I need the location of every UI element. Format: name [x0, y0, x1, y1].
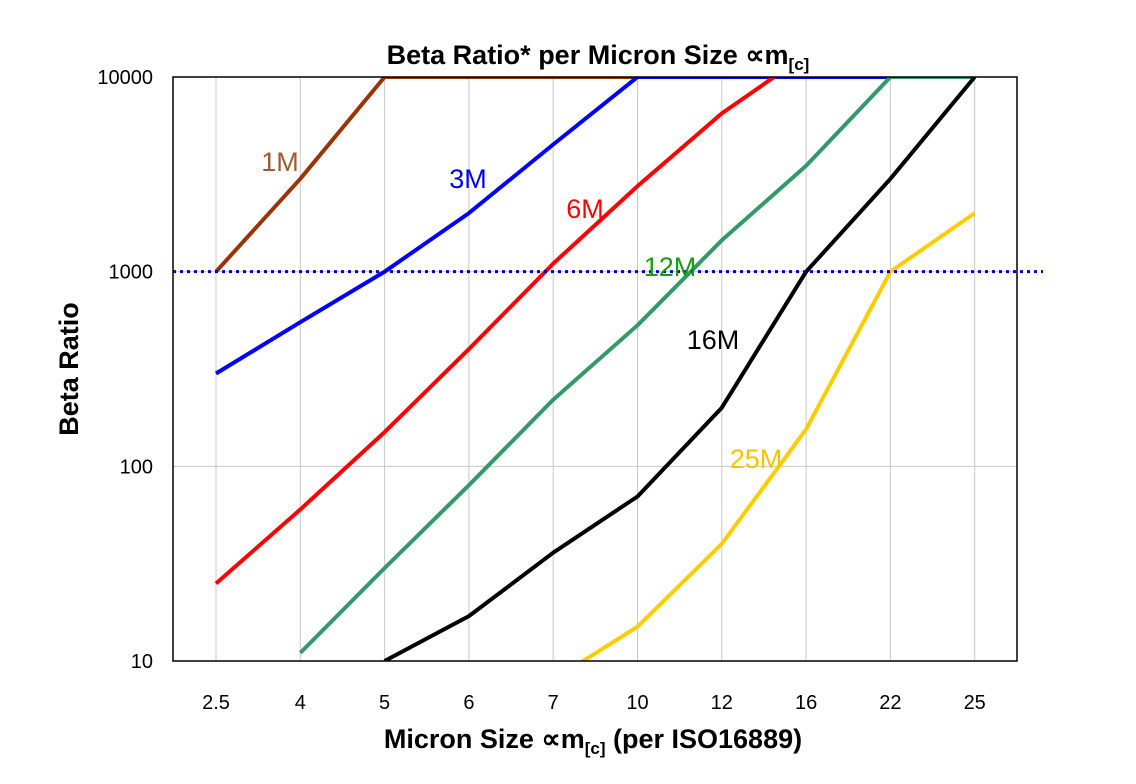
x-tick-label: 22: [879, 692, 901, 714]
x-tick-label: 5: [379, 692, 390, 714]
y-axis-ticks: 10 100 1000 10000: [97, 67, 153, 673]
series-label-3M: 3M: [449, 164, 487, 194]
plot-border: [172, 76, 1018, 662]
x-axis-label: Micron Size ∝m[c] (per ISO16889): [384, 724, 802, 758]
x-tick-label: 4: [295, 692, 306, 714]
series-line-12M: [298, 77, 975, 655]
chart-title: Beta Ratio* per Micron Size ∝m[c]: [387, 40, 810, 74]
x-tick-label: 25: [964, 692, 986, 714]
x-tick-label: 6: [463, 692, 474, 714]
x-axis-ticks: 2.5 4 5 6 7 10 12 16 22 25: [202, 692, 986, 714]
y-axis-label: Beta Ratio: [54, 302, 84, 436]
y-tick-label: 1000: [109, 262, 154, 284]
x-tick-label: 16: [795, 692, 817, 714]
series-lines: [214, 77, 977, 661]
series-label-25M: 25M: [730, 444, 783, 474]
x-tick-label: 2.5: [202, 692, 230, 714]
series-label-1M: 1M: [261, 147, 299, 177]
series-label-16M: 16M: [687, 325, 740, 355]
series-line-1M: [214, 77, 975, 274]
series-line-25M: [579, 211, 976, 661]
series-line-16M: [383, 77, 977, 661]
series-label-6M: 6M: [566, 194, 604, 224]
y-tick-label: 10: [131, 651, 153, 673]
series-line-3M: [214, 77, 975, 376]
x-tick-label: 12: [711, 692, 733, 714]
x-tick-label: 10: [626, 692, 648, 714]
x-tick-label: 7: [548, 692, 559, 714]
y-tick-label: 100: [120, 456, 153, 478]
series-label-12M: 12M: [644, 252, 697, 282]
series-labels: 1M 3M 6M 12M 16M 25M: [261, 147, 782, 474]
y-tick-label: 10000: [97, 67, 153, 89]
plot-area: [173, 77, 1017, 661]
series-line-6M: [214, 77, 778, 586]
